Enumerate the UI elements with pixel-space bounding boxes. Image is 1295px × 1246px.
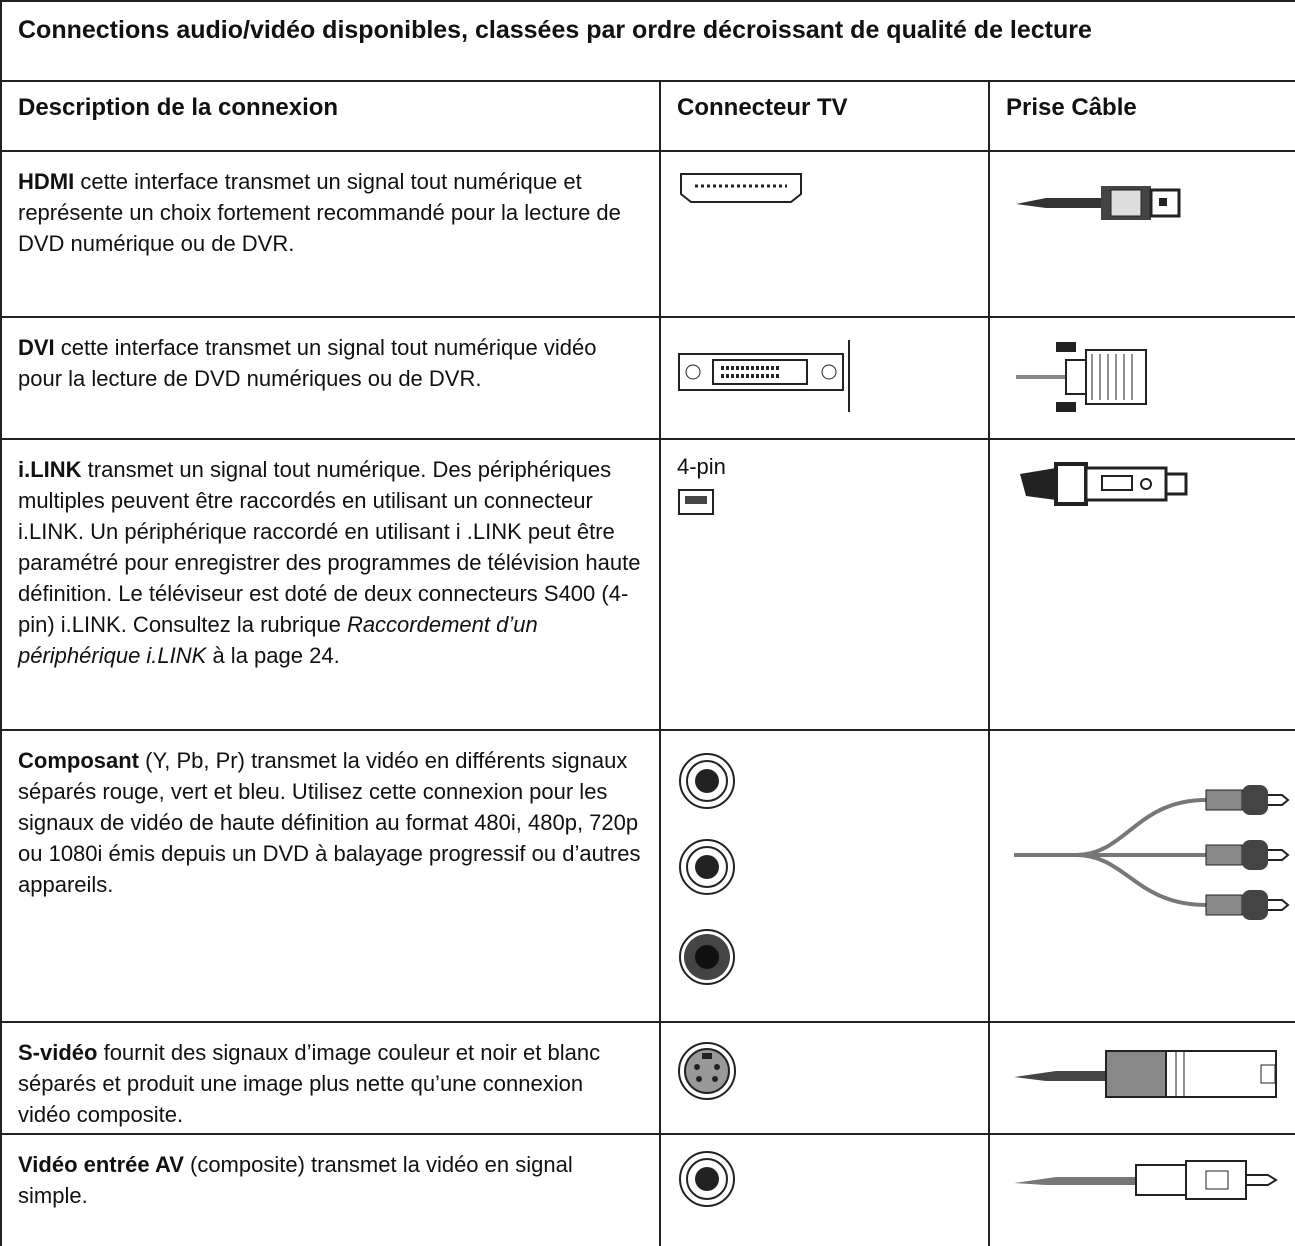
description: HDMI cette interface transmet un signal … [0, 150, 661, 318]
text: à la page 24. [206, 643, 340, 668]
svideo-cable-icon [1014, 1050, 1277, 1098]
term: HDMI [18, 169, 75, 194]
ilink-port-icon [678, 489, 714, 515]
table-title: Connections audio/vidéo disponibles, cla… [0, 0, 1295, 82]
description: S-vidéo fournit des signaux d’image coul… [0, 1021, 661, 1135]
text: fournit des signaux d’image couleur et n… [18, 1040, 601, 1127]
text: cette interface transmet un signal tout … [18, 169, 621, 256]
component-cable-icon [1014, 785, 1290, 920]
column-header: Prise Câble [987, 80, 1295, 152]
text: cette interface transmet un signal tout … [18, 335, 597, 391]
svideo-port-icon [678, 1042, 736, 1100]
hdmi-port-icon [680, 173, 802, 203]
description: i.LINK transmet un signal tout numérique… [0, 438, 661, 731]
term: i.LINK [18, 457, 82, 482]
composite-port-icon [679, 1151, 735, 1207]
text: (Y, Pb, Pr) transmet la vidéo en différe… [18, 748, 641, 897]
ilink-cable-icon [1020, 462, 1188, 506]
description: Vidéo entrée AV (composite) transmet la … [0, 1133, 661, 1246]
composite-cable-icon [1014, 1160, 1278, 1200]
term: DVI [18, 335, 55, 360]
term: Vidéo entrée AV [18, 1152, 184, 1177]
column-header: Connecteur TV [659, 80, 990, 152]
column-header: Description de la connexion [0, 80, 661, 152]
term: Composant [18, 748, 139, 773]
reference: Raccordement d’un périphérique i.LINK [18, 612, 538, 668]
component-ports-icon [679, 753, 735, 985]
dvi-port-icon [678, 340, 850, 412]
description: Composant (Y, Pb, Pr) transmet la vidéo … [0, 729, 661, 1023]
text: (composite) transmet la vidéo en signal … [18, 1152, 573, 1208]
term: S-vidéo [18, 1040, 98, 1065]
dvi-cable-icon [1016, 342, 1147, 412]
text: transmet un signal tout numérique. Des p… [18, 457, 641, 637]
hdmi-cable-icon [1016, 186, 1181, 220]
connector-label: 4-pin [677, 454, 726, 479]
description: DVI cette interface transmet un signal t… [0, 316, 661, 440]
